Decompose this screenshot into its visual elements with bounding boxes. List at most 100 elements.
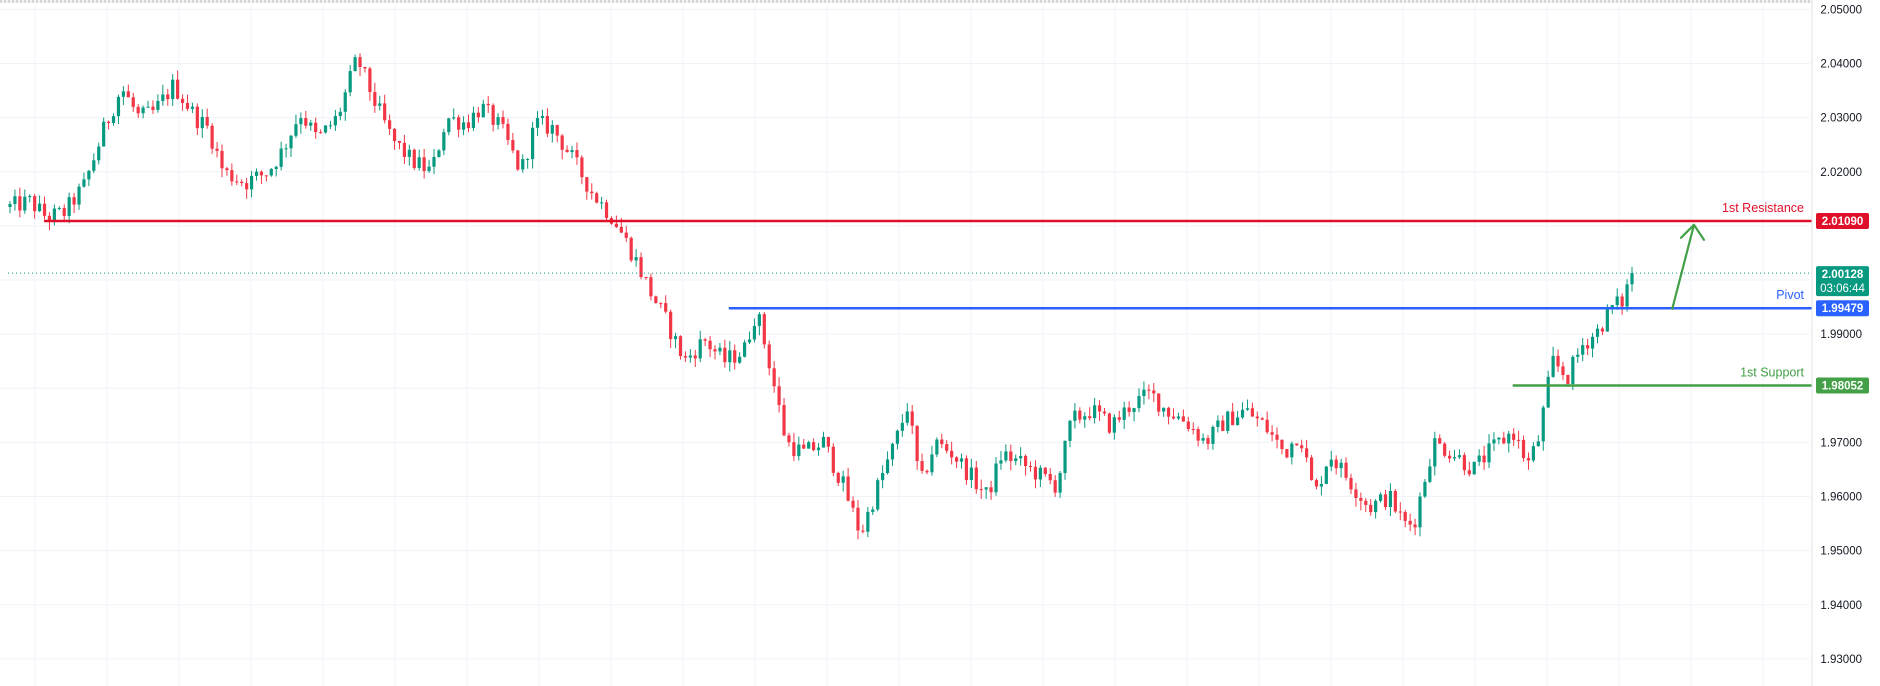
candle-body [742,342,747,357]
candle-body [1122,407,1126,420]
candle-body [920,461,924,471]
1st-resistance-price-badge [1816,213,1869,230]
candle-body [205,116,209,126]
candle-body [1078,410,1082,420]
candle-body [1364,500,1368,505]
candle-body [1112,417,1116,433]
candle-body [368,68,372,93]
candle-body [570,150,574,153]
candle-body [1581,345,1585,355]
price-tick-label: 1.95000 [1820,546,1862,558]
candle-body [1502,437,1506,444]
candle-body [1221,420,1225,431]
candle-body [703,339,707,341]
candle-body [1546,376,1550,408]
candle-body [1142,389,1146,397]
candle-body [1536,441,1540,447]
candle-body [900,422,904,431]
candle-body [166,94,170,100]
candle-body [989,487,993,493]
candle-body [1457,455,1462,458]
candle-body [323,125,328,133]
candle-body [1102,411,1107,414]
candle-body [176,79,180,99]
candle-body [111,116,116,124]
candle-body [72,197,76,205]
candle-body [506,123,510,140]
candle-body [555,125,559,136]
candle-body [210,125,214,149]
candle-body [136,106,140,114]
candle-body [57,207,61,209]
candle-body [8,204,12,207]
candle-body [1378,494,1383,501]
candle-body [67,197,71,216]
candle-body [235,181,239,183]
1st-support-price-badge [1816,377,1869,394]
candle-body [1526,458,1531,461]
candle-body [595,193,599,203]
candle-body [1531,446,1535,461]
candle-body [185,102,190,109]
candle-body [102,121,106,147]
candle-body [846,476,850,501]
candle-body [190,106,195,109]
candle-body [274,166,278,169]
candle-body [1423,481,1427,497]
candle-body [1147,389,1151,391]
candle-body [422,157,426,172]
candle-body [1216,420,1220,427]
candle-body [1408,520,1412,525]
candle-body [333,116,337,126]
candle-body [146,106,150,108]
candle-body [979,489,983,491]
candle-body [1630,273,1634,285]
candle-body [816,447,821,451]
candle-body [1383,494,1388,508]
candle-body [639,257,643,277]
candle-body [580,157,584,178]
candle-body [1181,416,1185,422]
candle-body [969,467,973,480]
candle-body [1166,407,1171,417]
candle-body [851,500,855,508]
candle-body [974,467,978,490]
candle-body [1595,328,1600,337]
candle-body [77,186,81,205]
candle-body [604,202,609,219]
candle-body [984,487,988,490]
candle-body [644,276,648,278]
candle-body [693,355,697,359]
candle-body [634,257,638,261]
candle-body [1280,439,1284,450]
candle-body [481,103,485,118]
price-axis[interactable]: 2.05000 2.04000 2.03000 2.02000 1.99000 1.980… [1811,0,1880,686]
candle-body [1305,448,1309,458]
candle-body [97,146,101,161]
candle-body [550,125,554,134]
candle-body [777,386,781,406]
candle-body [52,208,56,222]
1st-support-label: 1st Support [1740,365,1804,379]
candle-body [560,135,564,150]
candle-body [1265,419,1269,433]
candle-body [1295,443,1299,446]
candle-body [654,296,658,304]
candle-body [782,405,786,436]
candle-body [802,444,806,449]
candle-body [910,411,914,426]
candle-body [1477,455,1481,462]
candle-body [1038,467,1042,480]
candle-body [738,356,742,363]
candle-body [876,480,880,510]
candle-body [1053,480,1057,493]
candle-body [1324,466,1328,484]
candle-body [249,175,254,190]
candle-body [1073,410,1077,421]
candle-body [649,277,653,297]
candle-body [1443,443,1447,456]
candle-body [752,325,757,340]
candle-body [1487,443,1491,463]
candle-body [82,179,86,187]
